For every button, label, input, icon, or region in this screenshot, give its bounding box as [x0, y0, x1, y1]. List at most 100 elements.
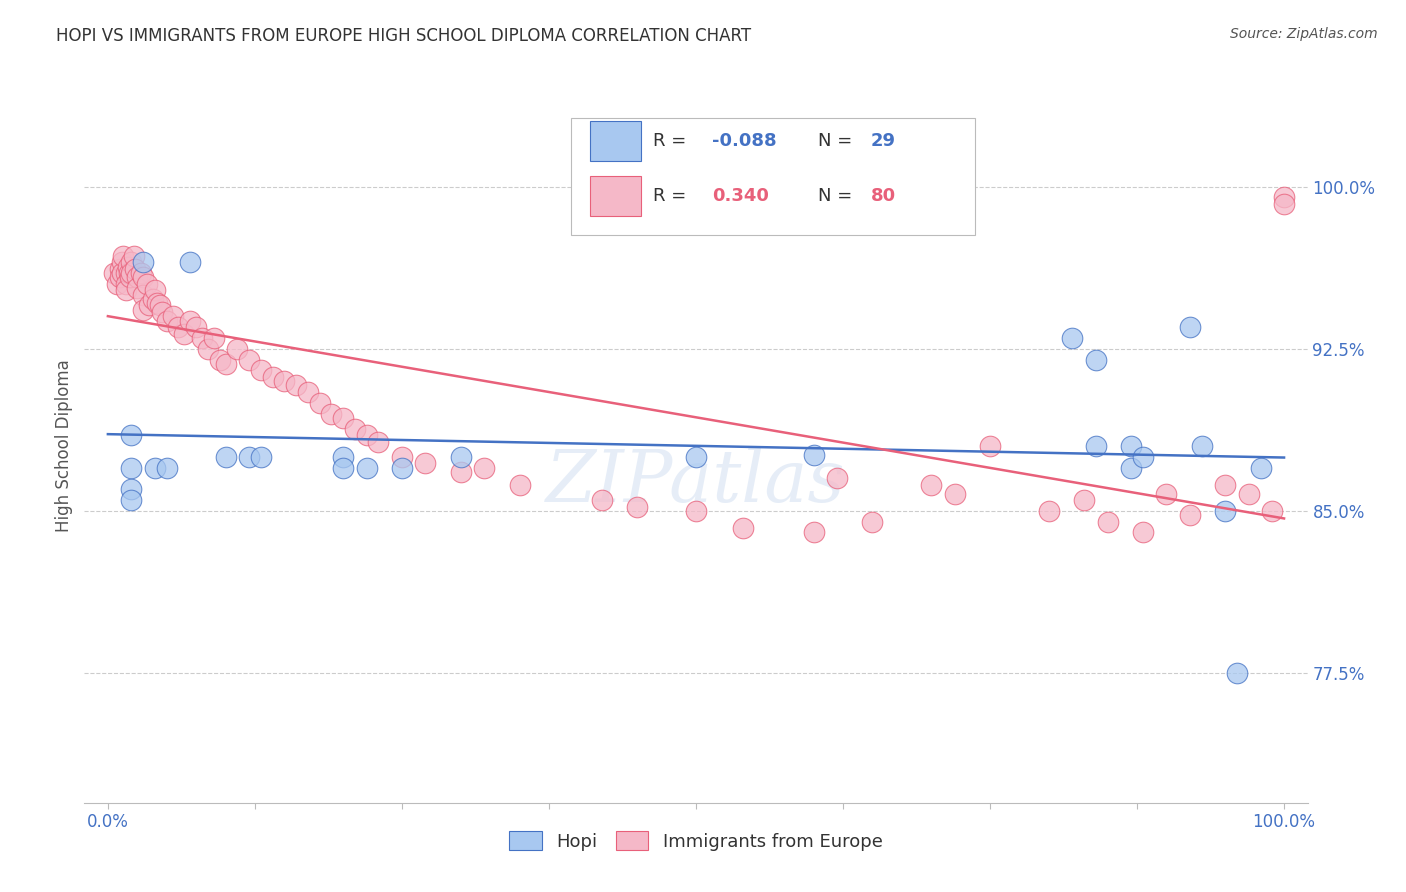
Point — [127, 270, 149, 285]
Point — [214, 450, 236, 464]
Point — [332, 450, 354, 464]
Point — [114, 283, 136, 297]
Point — [1097, 515, 1119, 529]
Point — [111, 255, 134, 269]
Point — [308, 396, 330, 410]
Point — [114, 277, 136, 291]
Point — [226, 342, 249, 356]
Point — [150, 305, 173, 319]
Point — [685, 450, 707, 464]
Point — [731, 521, 754, 535]
Text: N =: N = — [818, 187, 858, 205]
Point — [120, 270, 142, 285]
Point — [135, 277, 157, 291]
Text: HOPI VS IMMIGRANTS FROM EUROPE HIGH SCHOOL DIPLOMA CORRELATION CHART: HOPI VS IMMIGRANTS FROM EUROPE HIGH SCHO… — [56, 27, 751, 45]
Point — [1156, 486, 1178, 500]
FancyBboxPatch shape — [589, 177, 641, 216]
Point — [120, 266, 142, 280]
Text: ZIPatlas: ZIPatlas — [546, 446, 846, 517]
Point — [124, 261, 146, 276]
Point — [1073, 493, 1095, 508]
Y-axis label: High School Diploma: High School Diploma — [55, 359, 73, 533]
Point — [142, 292, 165, 306]
Point — [1062, 331, 1084, 345]
Point — [120, 482, 142, 496]
Point — [920, 478, 942, 492]
Point — [149, 298, 172, 312]
Point — [132, 270, 155, 285]
Point — [391, 460, 413, 475]
Point — [415, 456, 437, 470]
Text: 0.340: 0.340 — [711, 187, 769, 205]
Point — [1132, 525, 1154, 540]
Point — [356, 428, 378, 442]
Point — [117, 260, 139, 274]
Point — [1132, 450, 1154, 464]
Point — [803, 448, 825, 462]
Point — [1191, 439, 1213, 453]
Point — [1121, 439, 1143, 453]
Point — [285, 378, 308, 392]
Point — [943, 486, 966, 500]
Point — [343, 422, 366, 436]
Point — [1178, 320, 1201, 334]
FancyBboxPatch shape — [589, 121, 641, 161]
Text: 80: 80 — [870, 187, 896, 205]
Point — [179, 255, 201, 269]
Point — [249, 450, 271, 464]
Point — [103, 266, 125, 280]
Point — [167, 320, 190, 334]
Point — [143, 460, 166, 475]
Point — [122, 249, 145, 263]
Text: R =: R = — [654, 187, 697, 205]
Point — [120, 428, 142, 442]
Point — [105, 277, 128, 291]
Point — [120, 460, 142, 475]
Point — [1272, 196, 1295, 211]
Point — [120, 493, 142, 508]
Text: -0.088: -0.088 — [711, 132, 776, 150]
Point — [238, 352, 260, 367]
Point — [156, 460, 179, 475]
Point — [108, 270, 131, 285]
Point — [1084, 352, 1107, 367]
Point — [356, 460, 378, 475]
Point — [1261, 504, 1284, 518]
Point — [450, 450, 472, 464]
Point — [979, 439, 1001, 453]
Point — [273, 374, 295, 388]
Text: Source: ZipAtlas.com: Source: ZipAtlas.com — [1230, 27, 1378, 41]
Point — [1178, 508, 1201, 523]
Point — [114, 266, 136, 280]
Point — [1213, 478, 1236, 492]
Point — [685, 504, 707, 518]
Point — [860, 515, 883, 529]
Point — [146, 296, 169, 310]
Point — [249, 363, 271, 377]
Point — [1121, 460, 1143, 475]
Point — [1038, 504, 1060, 518]
Point — [214, 357, 236, 371]
Point — [132, 287, 155, 301]
Point — [197, 342, 219, 356]
Point — [156, 313, 179, 327]
Point — [472, 460, 495, 475]
Point — [162, 310, 184, 324]
Point — [208, 352, 231, 367]
Point — [297, 384, 319, 399]
Point — [1237, 486, 1260, 500]
Point — [132, 255, 155, 269]
Point — [509, 478, 531, 492]
Point — [332, 460, 354, 475]
Point — [321, 407, 343, 421]
Point — [262, 369, 284, 384]
Point — [1226, 666, 1249, 681]
Point — [173, 326, 195, 341]
Point — [825, 471, 848, 485]
Point — [1213, 504, 1236, 518]
Point — [202, 331, 225, 345]
Legend: Hopi, Immigrants from Europe: Hopi, Immigrants from Europe — [502, 824, 890, 858]
Point — [238, 450, 260, 464]
Point — [1084, 439, 1107, 453]
Point — [118, 266, 141, 280]
